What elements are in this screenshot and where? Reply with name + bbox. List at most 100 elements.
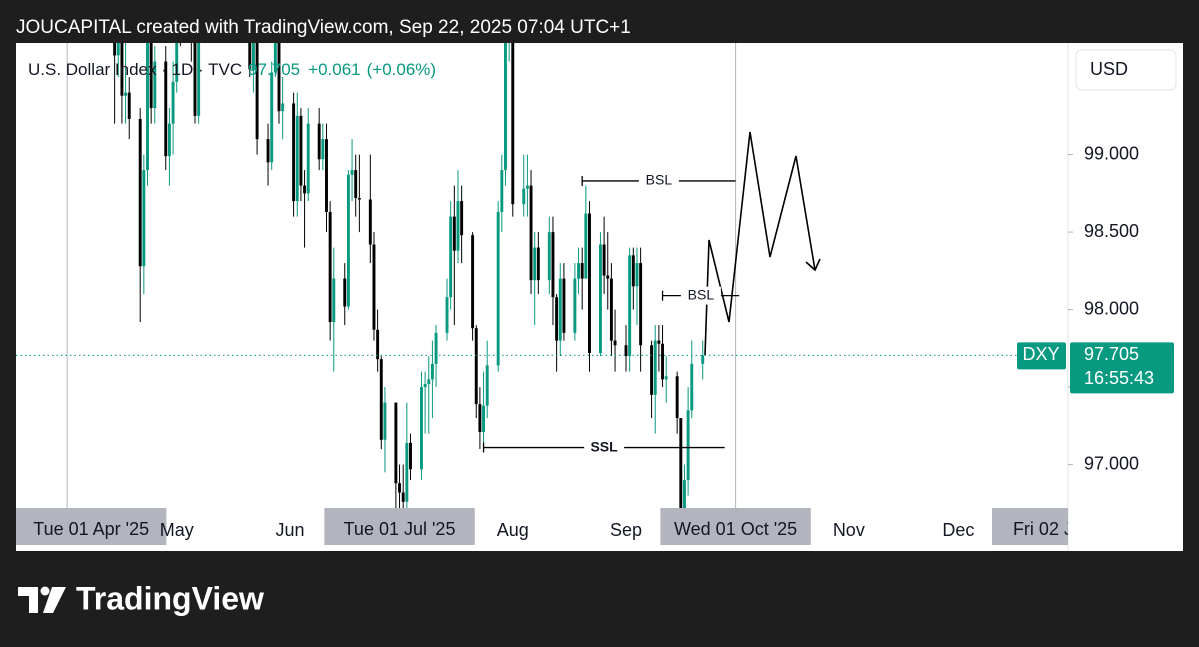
candle-body bbox=[146, 43, 149, 171]
x-tick-label: Nov bbox=[833, 520, 865, 540]
candle-body bbox=[127, 92, 131, 119]
y-tick-label: 97.000 bbox=[1084, 453, 1139, 473]
candle-body bbox=[434, 332, 438, 364]
candle-body bbox=[113, 43, 117, 56]
candle-body bbox=[376, 329, 380, 360]
candle-body bbox=[478, 404, 482, 433]
x-tick-label: Tue 01 Jul '25 bbox=[344, 519, 456, 539]
level-label: BSL bbox=[688, 286, 715, 302]
candle-body bbox=[175, 43, 179, 82]
x-tick-label: Wed 01 Oct '25 bbox=[674, 519, 797, 539]
candle-body bbox=[164, 61, 168, 157]
currency: USD bbox=[1090, 59, 1128, 79]
x-tick-box bbox=[16, 508, 167, 545]
candle-body bbox=[201, 0, 204, 15]
candle-body bbox=[427, 379, 431, 384]
candle-body bbox=[419, 387, 423, 470]
candle-body bbox=[460, 201, 464, 236]
level-label-bg bbox=[584, 438, 625, 457]
x-tick-label: Jun bbox=[275, 520, 304, 540]
candle-body bbox=[299, 115, 303, 186]
candle-body bbox=[606, 275, 610, 279]
candle-body bbox=[533, 247, 537, 281]
time-axis: Tue 01 Apr '25 May Jun Tue 01 Jul '25 Aug Sep… bbox=[16, 508, 1122, 545]
candle-body bbox=[573, 278, 577, 333]
candle-body bbox=[343, 278, 347, 307]
candle-body bbox=[266, 139, 270, 163]
candle-body bbox=[138, 118, 142, 267]
level-label: SSL bbox=[590, 438, 618, 454]
brand-logo bbox=[18, 586, 66, 613]
brand: TradingView bbox=[76, 580, 264, 616]
candle-body bbox=[529, 185, 533, 281]
y-tick-label: 99.000 bbox=[1084, 143, 1139, 163]
candle-body bbox=[504, 43, 507, 171]
x-tick-label: Tue 01 Apr '25 bbox=[33, 519, 149, 539]
candle-body bbox=[350, 170, 354, 175]
candle-body bbox=[357, 198, 361, 200]
candle-body bbox=[547, 232, 551, 281]
candle-body bbox=[277, 43, 281, 112]
logo-v bbox=[43, 587, 66, 613]
level-label-bg bbox=[638, 171, 679, 190]
candle-body bbox=[124, 92, 128, 96]
plot bbox=[16, 0, 1068, 508]
candle-body bbox=[577, 263, 580, 279]
candle-body bbox=[664, 376, 668, 380]
candle-body bbox=[255, 43, 259, 140]
symbol: U.S. Dollar Index · 1D · TVC 97.705 +0.061… bbox=[28, 60, 436, 79]
candle-body bbox=[679, 418, 683, 508]
candle-body bbox=[409, 442, 412, 470]
candle-body bbox=[639, 263, 643, 346]
candle-body bbox=[153, 61, 157, 109]
candle-body bbox=[197, 43, 201, 116]
candle-body bbox=[423, 384, 427, 388]
candle-body bbox=[474, 328, 478, 405]
candle-body bbox=[328, 211, 332, 322]
candle-body bbox=[580, 263, 584, 279]
x-tick-box bbox=[660, 508, 811, 545]
candle-body bbox=[398, 483, 402, 493]
ticker-label: DXY bbox=[1022, 344, 1059, 364]
candle-body bbox=[624, 345, 628, 357]
candle-body bbox=[317, 123, 321, 160]
candle-body bbox=[653, 340, 657, 395]
y-tick-label: 98.000 bbox=[1084, 298, 1139, 318]
candle-body bbox=[372, 244, 376, 330]
candle-body bbox=[295, 115, 299, 202]
candle-body bbox=[558, 278, 562, 341]
candle-body bbox=[511, 43, 515, 205]
candle-body bbox=[631, 255, 635, 287]
candle-body bbox=[248, 43, 252, 70]
candle-body bbox=[584, 213, 588, 279]
candle-body bbox=[613, 340, 617, 346]
candle-body bbox=[588, 213, 591, 353]
candle-body bbox=[522, 188, 526, 205]
candle-body bbox=[401, 492, 405, 502]
ticker-tag bbox=[1017, 342, 1066, 370]
level-label: BSL bbox=[646, 172, 673, 188]
x-tick-label: Dec bbox=[942, 520, 974, 540]
candle-body bbox=[690, 363, 694, 411]
candle-body bbox=[270, 72, 274, 163]
change: +0.061 bbox=[308, 60, 360, 79]
last-value: 97.705 bbox=[248, 60, 300, 79]
candle-body bbox=[536, 247, 540, 281]
candle-body bbox=[635, 263, 639, 287]
x-tick-label: Fri 02 Jan '26 bbox=[1013, 519, 1122, 539]
candle-body bbox=[116, 43, 120, 56]
candle-body bbox=[394, 402, 398, 484]
candle-body bbox=[445, 297, 449, 333]
currency-box[interactable] bbox=[1075, 49, 1177, 91]
x-tick-box bbox=[324, 508, 475, 545]
logo-t bbox=[18, 587, 38, 613]
candle-body bbox=[701, 355, 705, 364]
candle-body bbox=[657, 340, 661, 344]
x-tick-label: Sep bbox=[610, 520, 642, 540]
y-tick-label: 98.500 bbox=[1084, 221, 1139, 241]
candle-body bbox=[167, 123, 171, 157]
candle-body bbox=[555, 297, 559, 341]
candle-body bbox=[325, 139, 328, 212]
candle-body bbox=[354, 170, 358, 198]
